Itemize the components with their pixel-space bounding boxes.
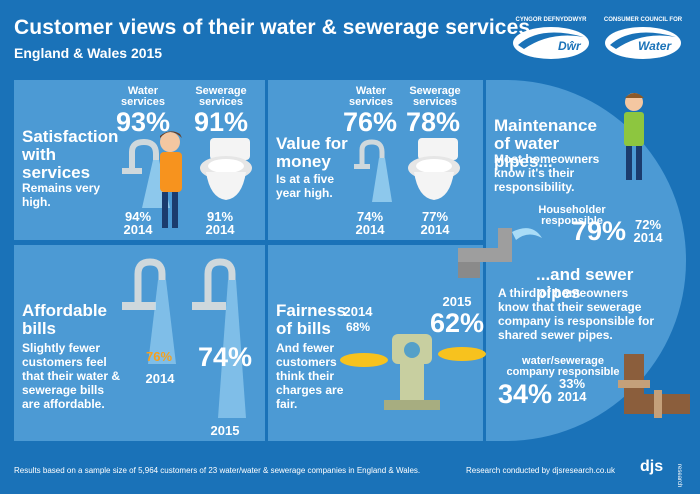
val-water-year: 2014 [355,222,385,237]
value-title: Value for money [276,134,348,171]
fairness-note: And fewer customers think their charges … [276,341,344,411]
toilet-icon [408,138,460,200]
logo-swoosh-icon: Dŵr [513,27,589,59]
val-sewerage-2015: 78% [406,107,461,137]
sewer-pipe-icon [618,354,690,418]
footer-credit: Research conducted by djsresearch.co.uk [466,466,615,475]
affordable-2014-value: 76% [146,349,173,364]
fairness-2015-year: 2015 [442,294,472,309]
fairness-2014-value: 68% [346,320,371,334]
fairness-2014-year: 2014 [343,304,373,319]
satisfaction-note: Remains very high. [22,181,101,209]
val-sewerage-year: 2014 [420,222,450,237]
company-label: water/sewerage company responsible [506,355,620,378]
sat-water-2014: 94% [124,209,152,224]
householder-year: 2014 [633,230,663,245]
company-year: 2014 [557,389,587,404]
burst-pipe-icon [458,228,542,278]
djs-logo-sub: research [676,464,682,488]
affordable-2015-value: 74% [198,342,253,372]
sat-water-label: Water services [120,85,166,108]
sewer-title: ...and sewer pipes [536,265,634,302]
company-2015: 34% [498,379,553,409]
maintenance-title: Maintenance of water pipes... [494,116,597,171]
sat-water-2015: 93% [116,107,171,137]
sat-sewerage-2014: 91% [206,209,234,224]
footer-note: Results based on a sample size of 5,964 … [14,466,421,475]
affordable-2014-year: 2014 [145,371,175,386]
logo-welsh-text: CYNGOR DEFNYDDWYR [515,17,587,23]
scales-icon [340,334,486,410]
val-water-2015: 76% [343,107,398,137]
logo-english-mark: Water [638,39,672,53]
fairness-2015-value: 62% [430,308,485,338]
tap-icon [354,139,392,202]
val-sewerage-label: Sewerage services [409,85,461,108]
value-note: Is at a five year high. [276,172,335,200]
sewer-note: A third of homeowners know that their se… [498,286,655,342]
page-title: Customer views of their water & sewerage… [14,16,531,39]
sat-sewerage-year: 2014 [205,222,235,237]
affordable-note: Slightly fewer customers feel that their… [22,341,121,411]
val-water-2014: 74% [356,209,384,224]
affordable-2015-year: 2015 [210,423,240,438]
ccwater-welsh-logo: CYNGOR DEFNYDDWYR Dŵr [510,17,592,69]
worried-person-icon [624,93,644,180]
ccwater-english-logo: CONSUMER COUNCIL FOR Water [602,17,684,69]
affordable-title: Affordable bills [22,301,107,338]
satisfaction-title: Satisfaction with services [22,127,119,182]
fairness-title: Fairness of bills [276,301,346,338]
householder-label: Householder responsible [538,204,606,227]
logo-swoosh-icon: Water [605,27,681,59]
tap-icon [192,258,246,418]
householder-2015: 79% [572,216,627,246]
tap-icon [122,258,176,364]
householder-2014: 72% [634,217,662,232]
logo-welsh-mark: Dŵr [558,39,582,53]
val-water-label: Water services [348,85,394,108]
sat-water-year: 2014 [123,222,153,237]
person-icon [160,131,182,228]
company-2014: 33% [558,376,586,391]
sat-sewerage-label: Sewerage services [195,85,247,108]
djs-logo: djs [640,458,664,475]
maintenance-note: Most homeowners know it's their responsi… [494,152,600,194]
toilet-icon [200,138,252,200]
sat-sewerage-2015: 91% [194,107,249,137]
logo-english-text: CONSUMER COUNCIL FOR [603,17,683,23]
page-subtitle: England & Wales 2015 [14,45,163,61]
val-sewerage-2014: 77% [421,209,449,224]
panel-fairness [268,245,483,441]
